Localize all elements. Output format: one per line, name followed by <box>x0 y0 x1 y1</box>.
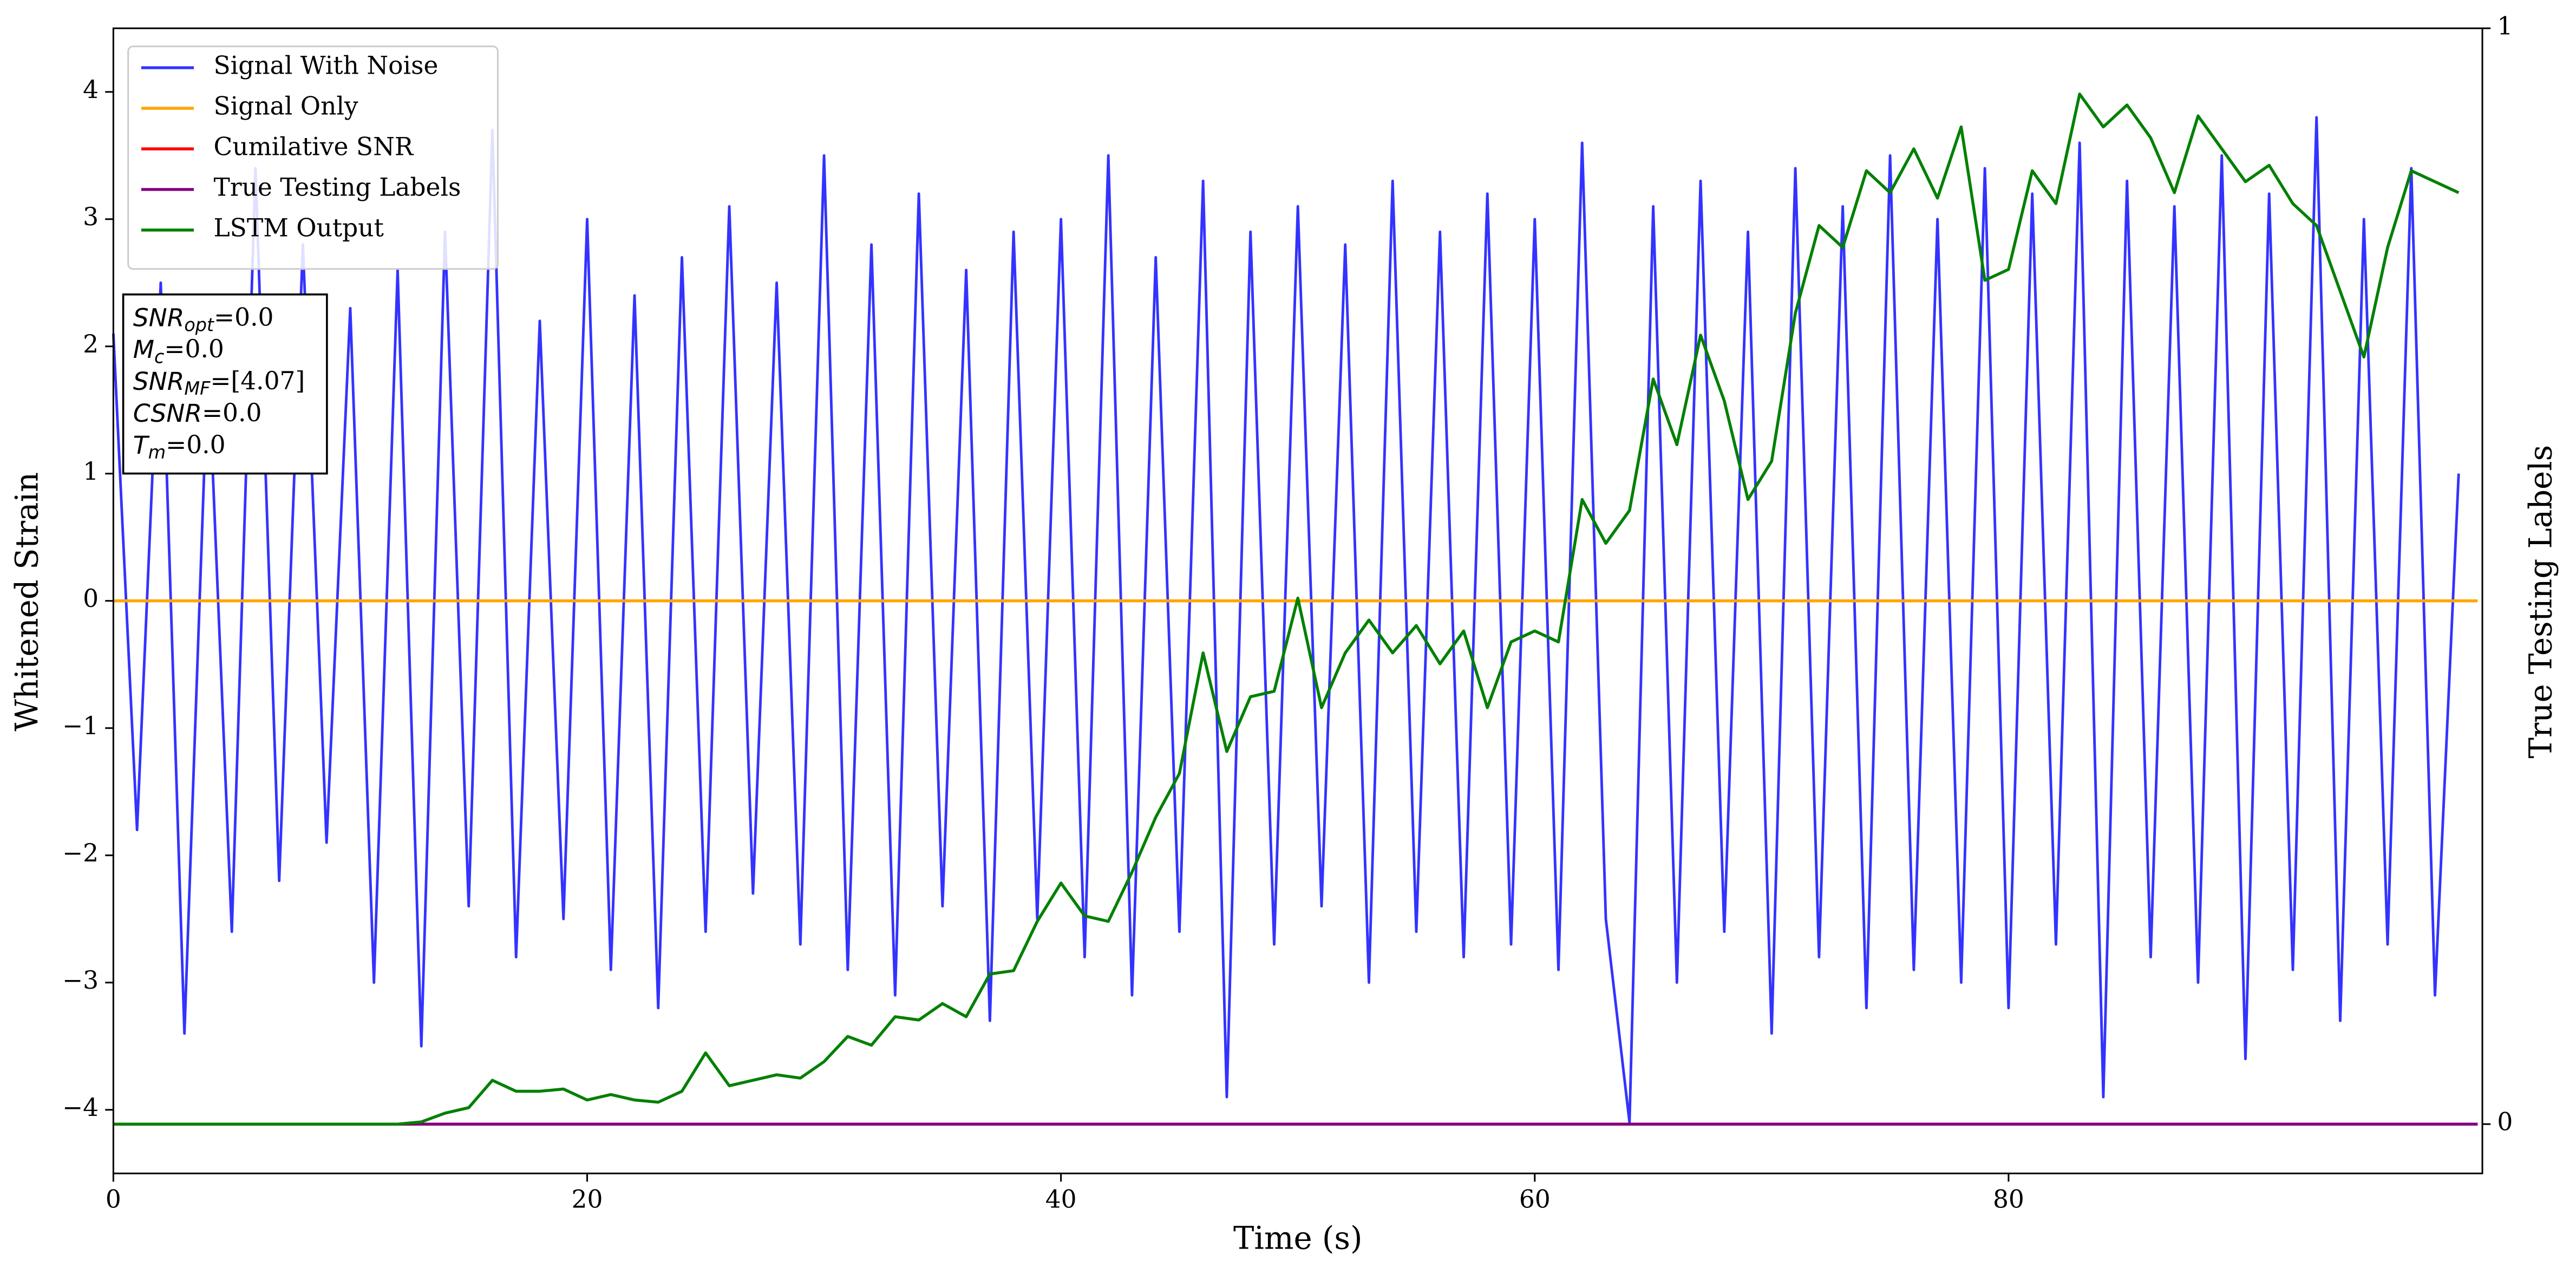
legend-label: LSTM Output <box>213 213 383 242</box>
legend-label: Cumilative SNR <box>213 132 414 161</box>
annotation-part: =[4.07] <box>210 367 305 395</box>
y-tick-label: 4 <box>83 75 99 104</box>
y-tick-label: −2 <box>62 839 99 867</box>
x-tick-label: 40 <box>1045 1185 1077 1213</box>
annotation-part: SNR <box>133 367 185 396</box>
y-tick-label: −4 <box>62 1093 99 1122</box>
annotation-text: SNRopt=0.0 <box>133 303 274 335</box>
annotation-text: SNRMF=[4.07] <box>133 367 305 399</box>
legend-box <box>127 45 499 270</box>
y2-tick-label: 0 <box>2497 1108 2513 1136</box>
annotation-part: =0.0 <box>164 335 224 363</box>
annotation-part: CSNR <box>133 398 202 427</box>
annotation-part: T <box>133 430 150 459</box>
y-tick-label: −3 <box>62 966 99 995</box>
annotation-frame <box>122 293 328 475</box>
annotation-part: =0.0 <box>202 398 261 427</box>
legend-label: Signal With Noise <box>213 51 438 80</box>
y-tick-label: 2 <box>83 330 99 358</box>
annotation-part: SNR <box>133 303 185 332</box>
y-tick-label: −1 <box>62 711 99 740</box>
annotation-part: c <box>154 346 164 367</box>
x-tick-label: 60 <box>1519 1185 1551 1213</box>
annotation-text: CSNR=0.0 <box>133 398 262 427</box>
y-axis-label: Whitened Strain <box>9 472 45 731</box>
y-tick-label: 0 <box>83 584 99 613</box>
annotation-text: Mc=0.0 <box>133 335 224 367</box>
annotation-text: Tm=0.0 <box>133 430 226 462</box>
y2-axis-label: True Testing Labels <box>2522 445 2559 759</box>
annotation-part: opt <box>184 314 215 335</box>
y-tick-label: 3 <box>83 202 99 231</box>
annotation-box: SNRopt=0.0Mc=0.0SNRMF=[4.07]CSNR=0.0Tm=0… <box>122 293 328 475</box>
annotation-part: =0.0 <box>166 430 225 459</box>
annotation-part: =0.0 <box>214 303 273 331</box>
annotation-part: MF <box>184 378 211 399</box>
legend: Signal With Noise Signal Only Cumilative S… <box>127 45 499 270</box>
series-line <box>112 116 2460 1124</box>
annotation-part: m <box>148 441 166 462</box>
legend-label: Signal Only <box>213 92 358 121</box>
plot-area <box>112 92 2478 1126</box>
annotation-part: M <box>133 335 154 364</box>
x-tick-label: 0 <box>106 1185 121 1213</box>
x-tick-label: 20 <box>572 1185 603 1213</box>
legend-label: True Testing Labels <box>213 173 461 201</box>
x-axis-label: Time (s) <box>1233 1220 1363 1257</box>
x-tick-label: 80 <box>1993 1185 2024 1213</box>
y-tick-label: 1 <box>83 457 99 486</box>
series-line <box>113 92 2460 1126</box>
y2-tick-label: 1 <box>2497 12 2513 41</box>
